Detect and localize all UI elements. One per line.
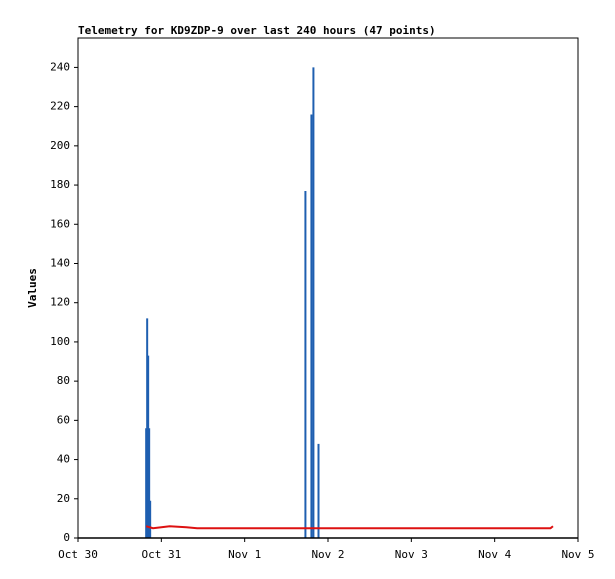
x-tick-label: Nov 5 (561, 548, 594, 561)
y-tick-label: 180 (50, 178, 70, 191)
y-tick-label: 220 (50, 100, 70, 113)
x-tick-label: Nov 4 (478, 548, 511, 561)
chart-title: Telemetry for KD9ZDP-9 over last 240 hou… (78, 24, 436, 37)
x-tick-label: Nov 1 (228, 548, 261, 561)
y-tick-label: 20 (57, 492, 70, 505)
y-tick-label: 80 (57, 374, 70, 387)
y-tick-label: 240 (50, 60, 70, 73)
y-tick-label: 100 (50, 335, 70, 348)
series-line (145, 525, 554, 530)
x-tick-label: Nov 3 (395, 548, 428, 561)
y-tick-label: 200 (50, 139, 70, 152)
y-tick-label: 60 (57, 413, 70, 426)
y-tick-label: 40 (57, 453, 70, 466)
x-tick-label: Oct 31 (141, 548, 181, 561)
y-tick-label: 160 (50, 217, 70, 230)
y-tick-label: 0 (63, 531, 70, 544)
x-tick-label: Nov 2 (311, 548, 344, 561)
y-tick-label: 120 (50, 296, 70, 309)
y-tick-label: 140 (50, 256, 70, 269)
x-tick-label: Oct 30 (58, 548, 98, 561)
y-axis-label: Values (26, 268, 39, 308)
